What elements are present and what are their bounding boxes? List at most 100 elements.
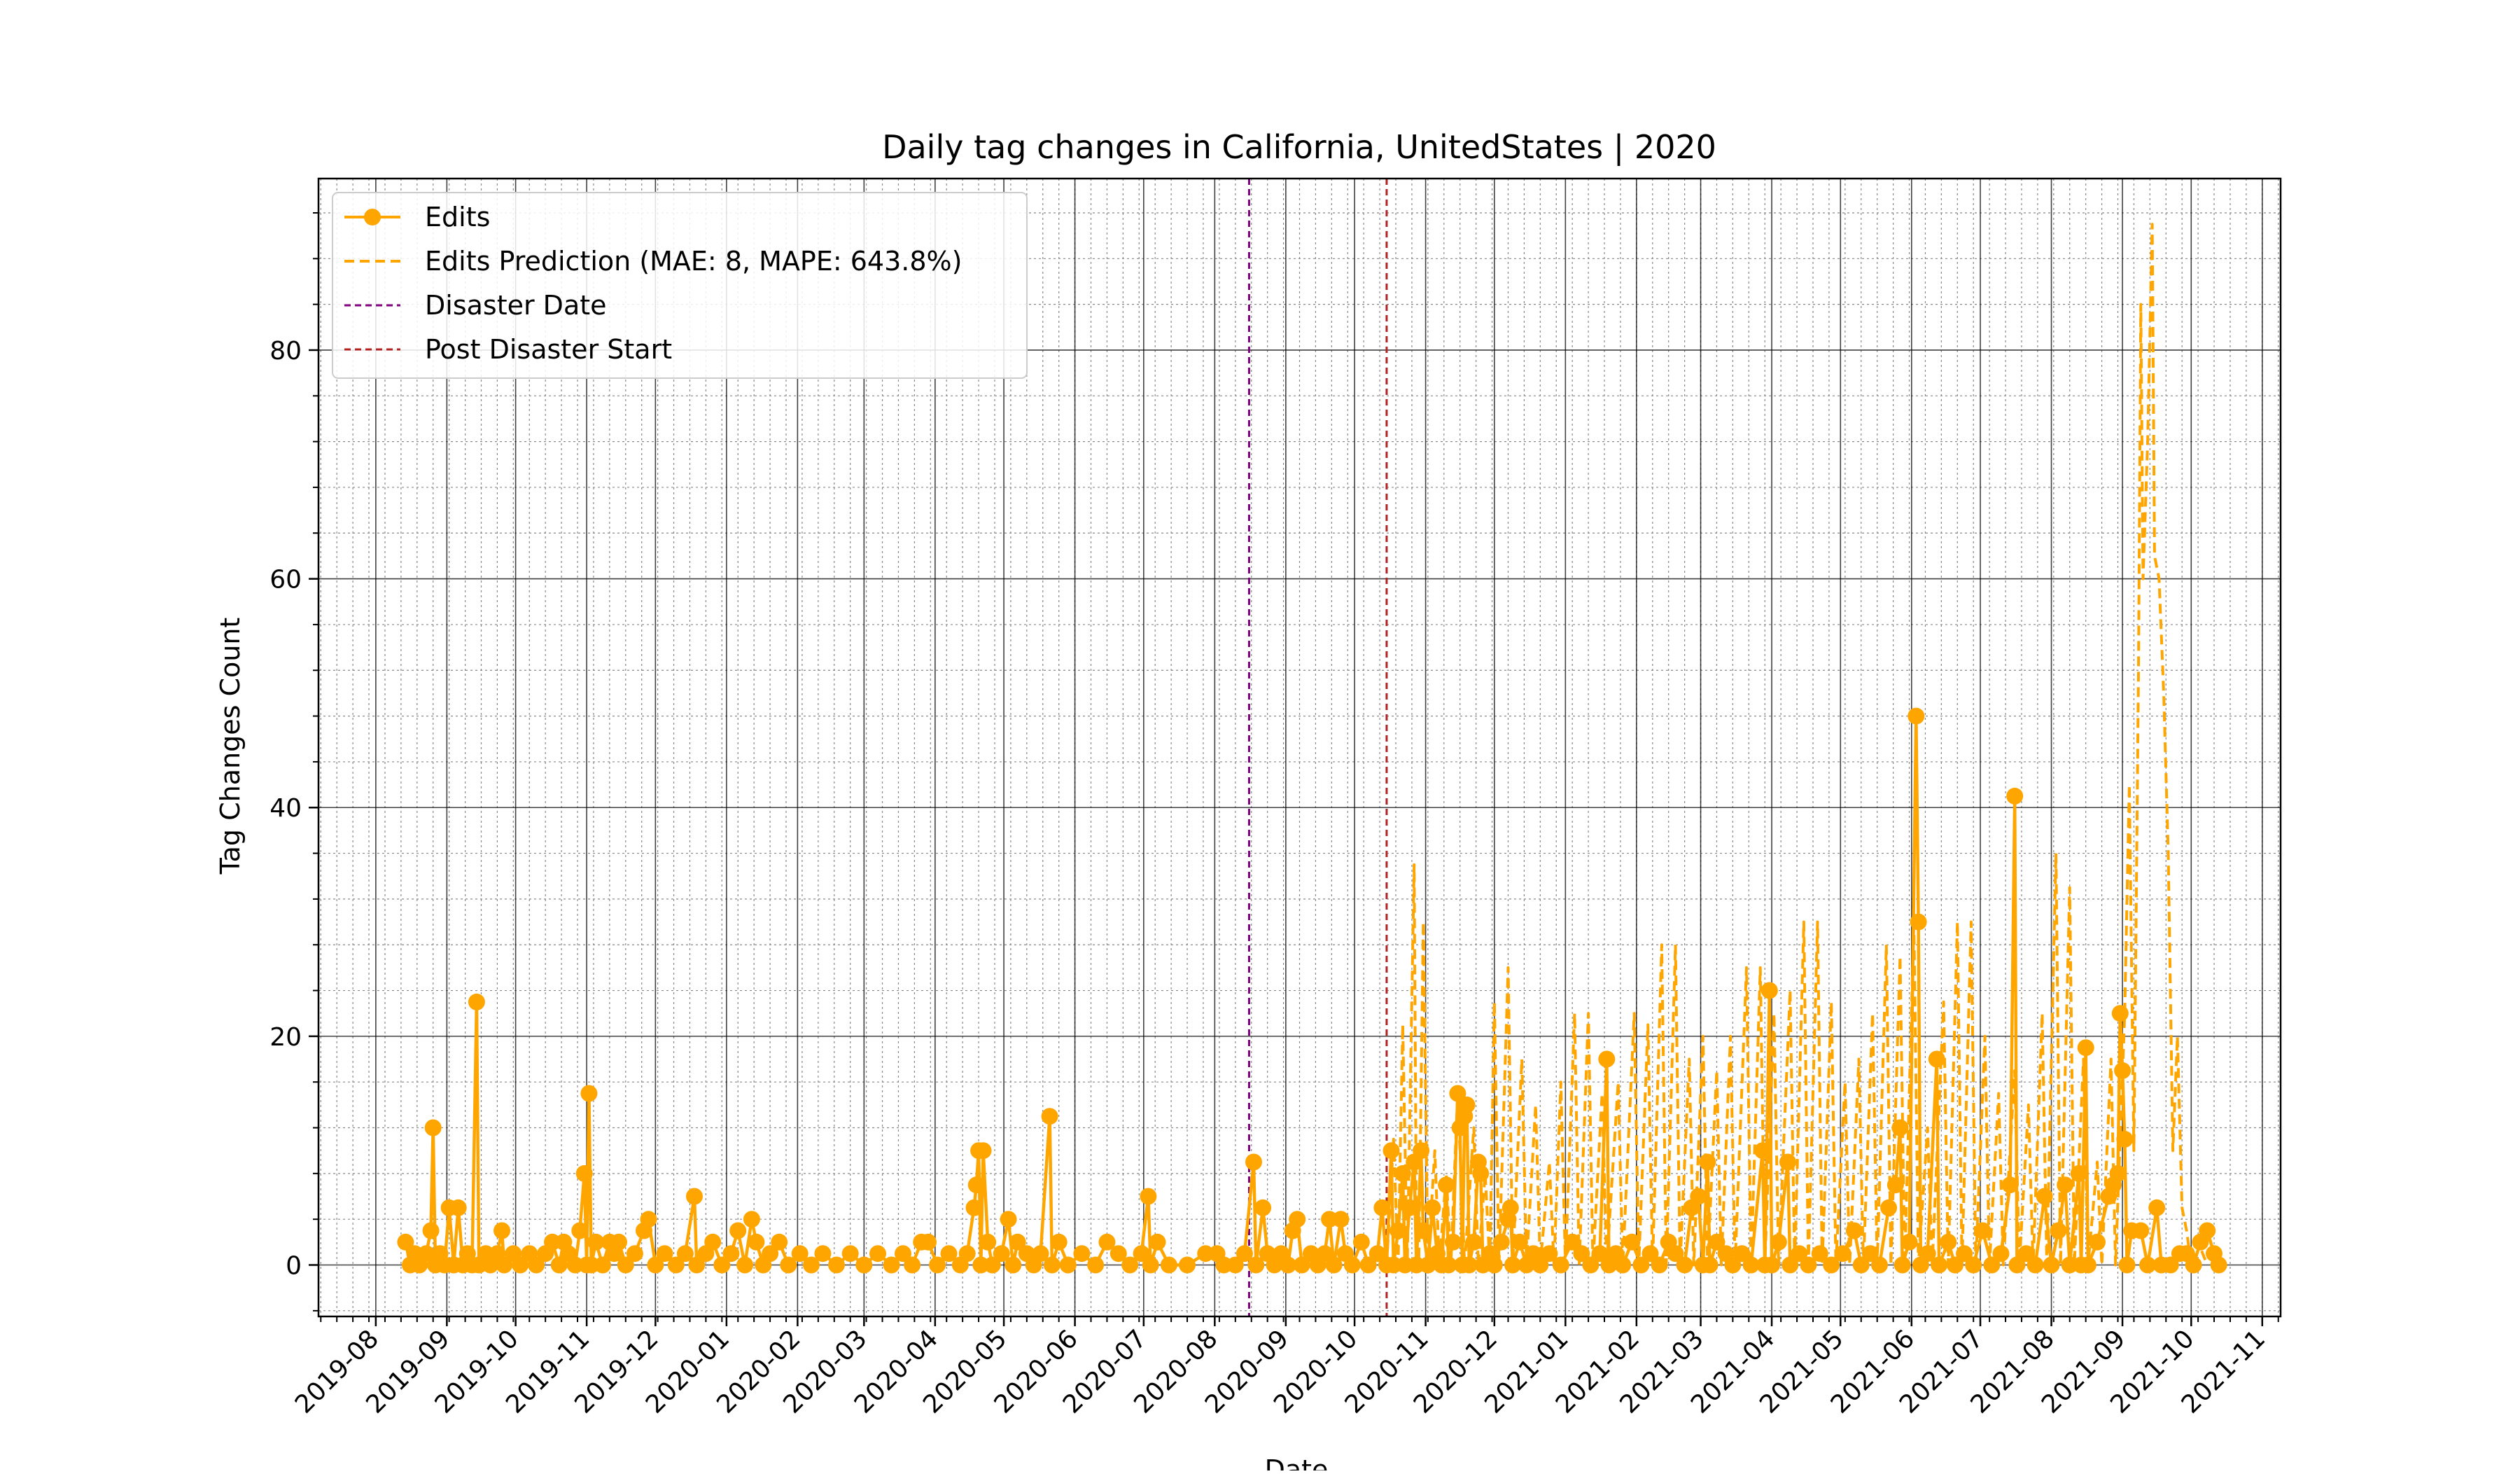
edits-point	[1552, 1256, 1569, 1274]
y-tick-label: 20	[270, 1023, 302, 1052]
edits-point	[965, 1199, 983, 1216]
edits-point	[736, 1256, 754, 1274]
edits-point	[1110, 1245, 1127, 1263]
edits-point	[1352, 1233, 1370, 1251]
edits-point	[1919, 1245, 1936, 1263]
edits-point	[1073, 1245, 1091, 1263]
edits-point	[1871, 1256, 1888, 1274]
edits-point	[1779, 1153, 1796, 1171]
edits-point	[2043, 1256, 2060, 1274]
edits-point	[1907, 707, 1925, 725]
edits-point	[904, 1256, 921, 1274]
edits-point	[1485, 1256, 1503, 1274]
edits-point	[967, 1176, 985, 1194]
edits-point	[1770, 1233, 1787, 1251]
edits-point	[713, 1256, 731, 1274]
edits-point	[2199, 1222, 2216, 1239]
legend-item-disaster-date: Disaster Date	[344, 290, 607, 321]
edits-point	[1413, 1142, 1430, 1160]
edits-point	[422, 1222, 440, 1239]
edits-point	[940, 1245, 958, 1263]
edits-point	[468, 993, 485, 1010]
edits-point	[1614, 1256, 1632, 1274]
legend: Edits Edits Prediction (MAE: 8, MAPE: 64…	[332, 192, 1028, 379]
edits-point	[2116, 1130, 2134, 1148]
edits-point	[587, 1233, 605, 1251]
edits-point	[1316, 1245, 1334, 1263]
edits-point	[493, 1222, 510, 1239]
edits-point	[1087, 1256, 1105, 1274]
edits-point	[1811, 1245, 1828, 1263]
edits-point	[1754, 1142, 1771, 1160]
edits-point	[544, 1233, 561, 1251]
edits-point	[1502, 1199, 1519, 1216]
y-tick-label: 0	[286, 1252, 302, 1281]
edits-point	[704, 1233, 722, 1251]
edits-point	[550, 1256, 568, 1274]
edits-point	[1215, 1256, 1233, 1274]
edits-point	[528, 1256, 545, 1274]
edits-point	[1408, 1256, 1425, 1274]
edits-point	[1373, 1199, 1391, 1216]
edits-point	[1050, 1233, 1068, 1251]
minor-grid	[318, 179, 2281, 1316]
edits-point	[1465, 1233, 1483, 1251]
edits-point	[2079, 1256, 2096, 1274]
edits-point	[729, 1222, 747, 1239]
edits-point	[1396, 1256, 1414, 1274]
edits-point	[1582, 1256, 1600, 1274]
legend-label-disaster-date: Disaster Date	[425, 290, 607, 321]
edits-point	[1763, 1256, 1781, 1274]
edits-point	[983, 1256, 1001, 1274]
edits-point	[1368, 1245, 1386, 1263]
edits-point	[594, 1256, 611, 1274]
edits-point	[1974, 1222, 1991, 1239]
edits-point	[1511, 1233, 1528, 1251]
edits-point	[2132, 1222, 2150, 1239]
edits-point	[512, 1256, 529, 1274]
edits-point	[1623, 1233, 1641, 1251]
edits-point	[1043, 1256, 1060, 1274]
edits-point	[1472, 1164, 1490, 1182]
edits-point	[1382, 1142, 1400, 1160]
edits-point	[1133, 1245, 1150, 1263]
series-layer	[397, 223, 2227, 1274]
legend-box	[332, 192, 1028, 379]
edits-point	[1236, 1245, 1253, 1263]
edits-point	[2017, 1245, 2035, 1263]
edits-point	[1676, 1256, 1693, 1274]
edits-point	[1852, 1256, 1870, 1274]
edits-point	[2061, 1256, 2078, 1274]
edits-point	[1458, 1096, 1476, 1113]
edits-point	[1947, 1256, 1963, 1274]
edits-point	[1591, 1245, 1609, 1263]
y-tick-label: 40	[270, 794, 302, 823]
edits-point	[993, 1245, 1010, 1263]
edits-point	[575, 1164, 593, 1182]
edits-point	[1632, 1256, 1650, 1274]
edits-point	[2148, 1199, 2166, 1216]
edits-point	[1791, 1245, 1808, 1263]
edits-point	[1226, 1256, 1244, 1274]
edits-point	[1160, 1256, 1177, 1274]
legend-edits-marker	[364, 209, 381, 225]
edits-point	[883, 1256, 900, 1274]
reference-lines	[1247, 179, 1388, 1316]
edits-point	[1667, 1245, 1684, 1263]
edits-point	[743, 1211, 760, 1228]
edits-point	[1149, 1233, 1166, 1251]
edits-point	[1009, 1233, 1026, 1251]
edits-point	[640, 1211, 657, 1228]
edits-point	[1708, 1233, 1726, 1251]
x-axis-label: Date	[1265, 1454, 1329, 1470]
edits-point	[1325, 1256, 1343, 1274]
edits-point	[1179, 1256, 1196, 1274]
edits-point	[1651, 1256, 1668, 1274]
edits-point	[1893, 1256, 1911, 1274]
edits-point	[1880, 1199, 1898, 1216]
edits-point	[2185, 1256, 2202, 1274]
edits-point	[1800, 1256, 1817, 1274]
edits-point	[1041, 1108, 1058, 1125]
